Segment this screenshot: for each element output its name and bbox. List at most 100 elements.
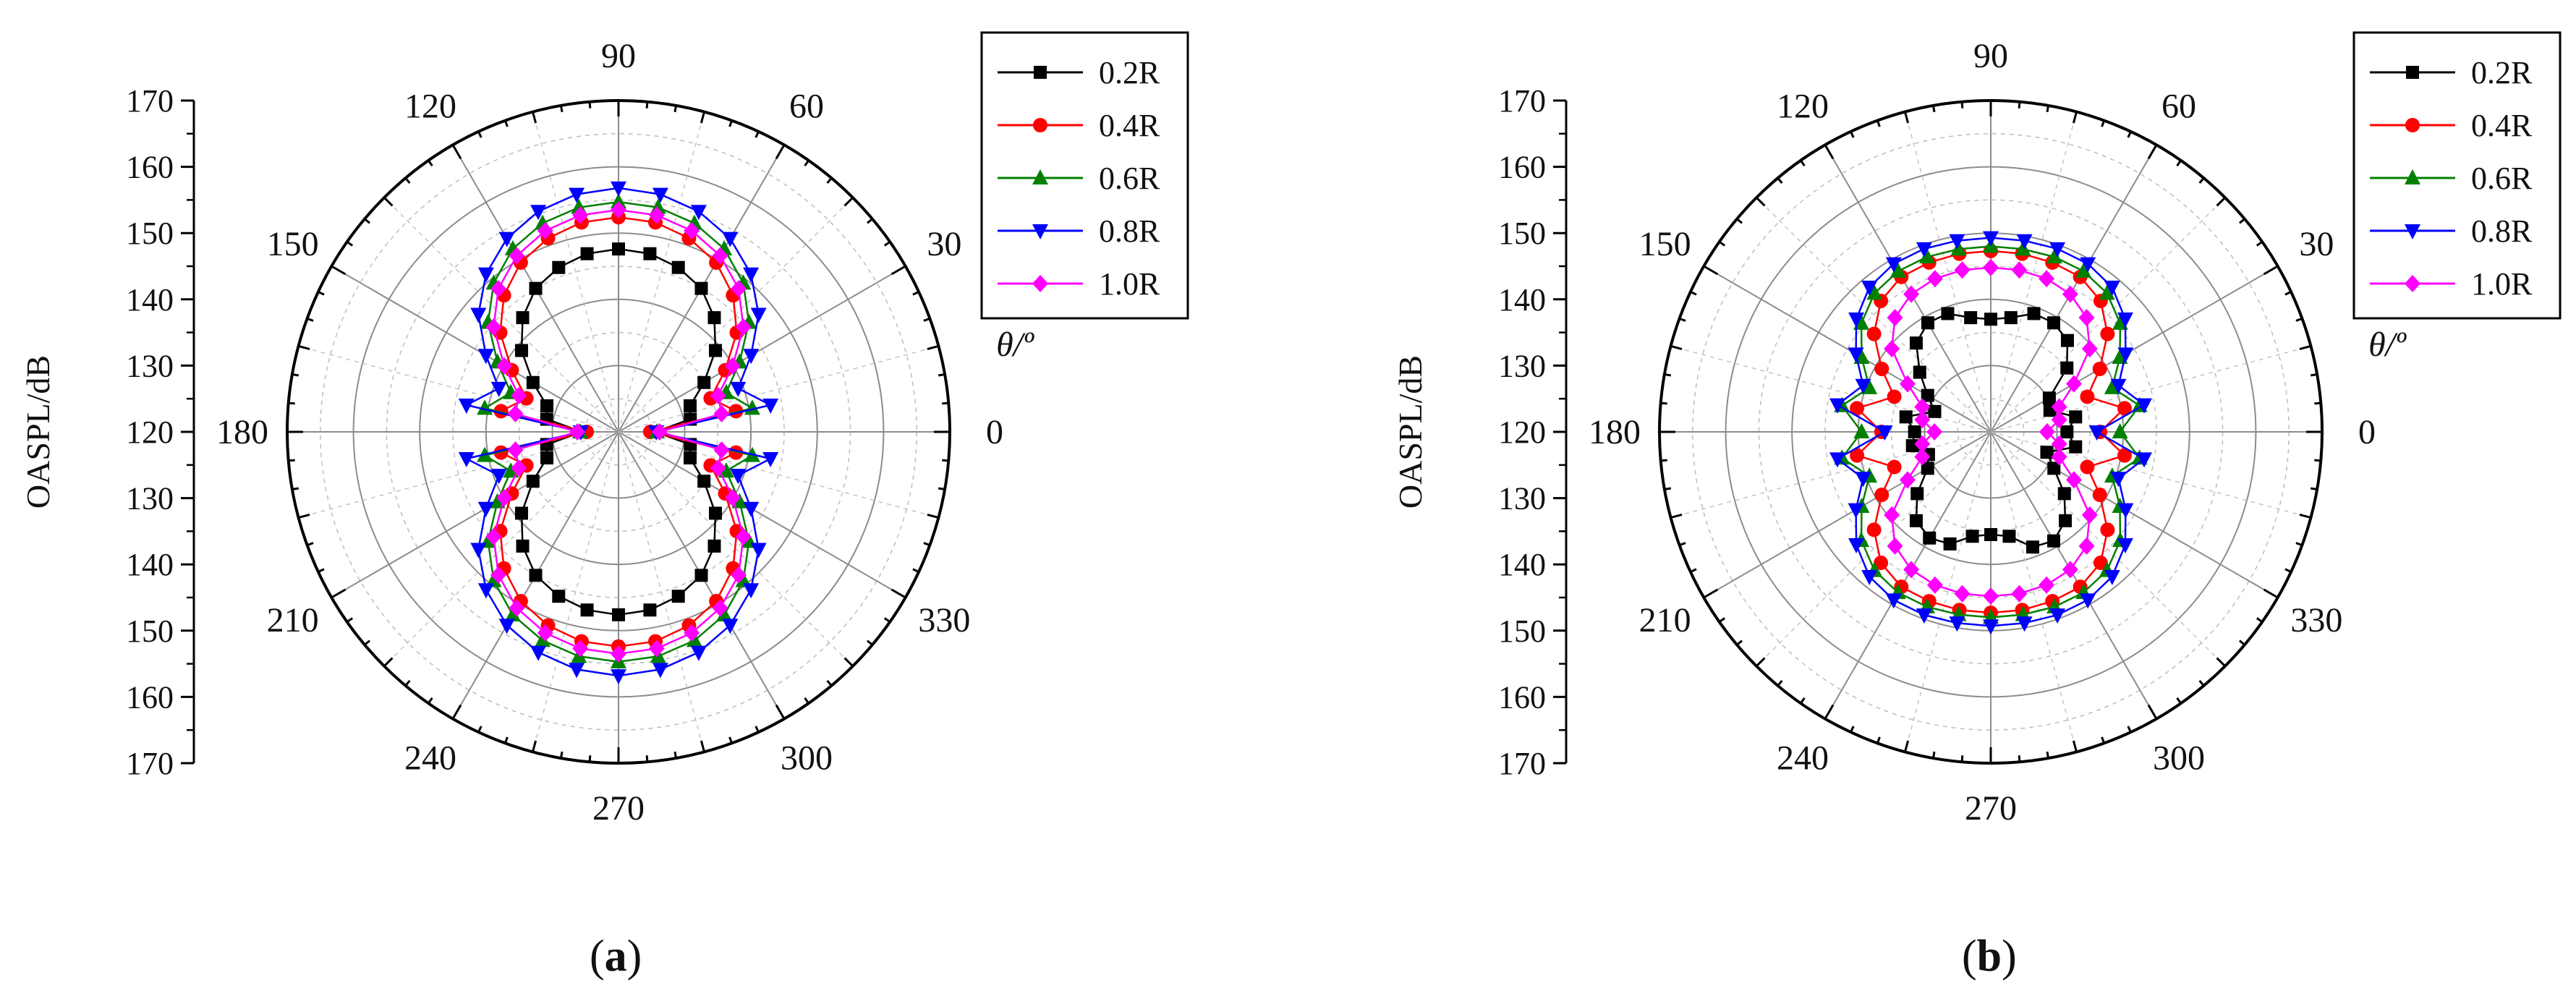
angular-tick-mark [307,542,314,547]
data-point-1.0R [485,318,502,336]
radial-tick-label: 160 [1498,679,1546,715]
panel-label-letter: b [1977,932,2002,981]
angular-tick-mark [1777,177,1783,184]
data-point-0.8R [470,543,487,558]
data-point-1.0R [1884,340,1900,358]
data-point-0.2R [707,311,721,325]
angle-label-210: 210 [1639,601,1691,639]
angular-tick-mark [428,159,433,167]
angle-label-0: 0 [986,413,1003,451]
grid-spoke-major [1990,431,2157,720]
angular-tick-mark [477,726,483,733]
angular-tick-mark [2263,265,2279,276]
data-point-0.2R [2060,333,2074,347]
data-point-1.0R [507,404,524,422]
legend-label-0.6R: 0.6R [1099,161,1160,196]
data-point-0.4R [2092,488,2107,503]
data-point-1.0R [731,280,747,298]
data-point-0.2R [516,311,530,325]
data-point-0.8R [2117,503,2134,519]
data-point-0.8R [652,187,668,203]
angular-tick-mark [2299,513,2311,519]
data-point-0.8R [1829,452,1846,468]
angular-tick-mark [1664,487,1672,491]
data-point-0.2R [2047,534,2061,548]
data-point-0.8R [2080,257,2096,273]
grid-spoke-minor [1904,431,1991,752]
data-point-1.0R [1914,435,1931,453]
radial-tick-label: 160 [126,150,174,185]
data-point-0.8R [569,187,585,203]
data-point-1.0R [485,527,502,545]
data-point-1.0R [684,221,700,239]
data-point-0.8R [530,205,547,221]
angle-label-60: 60 [789,88,824,126]
data-point-0.8R [2117,312,2133,328]
angular-tick-mark [383,197,394,207]
data-point-1.0R [537,221,553,239]
data-point-1.0R [1887,309,1903,327]
angular-tick-mark [1960,755,1964,762]
data-point-1.0R [1983,587,1999,605]
angular-tick-mark [1850,131,1855,138]
grid-spoke-minor [298,345,619,433]
data-point-0.8R [690,205,707,221]
radial-tick-label: 140 [1498,282,1546,318]
angular-tick-mark [2314,401,2321,405]
data-point-0.8R [1848,347,1864,363]
data-point-1.0R [724,357,741,375]
data-point-0.8R [1949,234,1965,250]
data-point-1.0R [2078,309,2095,327]
data-point-1.0R [537,624,553,642]
angular-tick-mark [700,740,705,752]
data-point-0.2R [2040,446,2054,459]
data-point-0.2R [683,451,697,465]
data-point-1.0R [735,527,752,545]
grid-spoke-minor [532,111,619,433]
data-point-1.0R [2051,435,2067,453]
data-point-1.0R [1983,258,1999,276]
radial-tick-label: 140 [126,547,174,582]
angular-tick-mark [1876,736,1881,744]
data-point-1.0R [509,247,525,265]
angular-tick-mark [890,265,906,276]
data-point-0.2R [1909,336,1923,350]
data-point-1.0R [572,206,589,224]
data-point-0.8R [762,398,779,414]
data-point-0.2R [1899,410,1913,424]
legend-marker-0.8R [1032,224,1048,239]
legend-label-1.0R: 1.0R [2471,266,2533,302]
legend-marker-0.4R [1033,118,1047,132]
data-point-0.4R [1887,459,1902,475]
angle-label-210: 210 [267,601,319,639]
data-point-0.8R [2088,425,2105,441]
data-point-1.0R [2011,584,2028,603]
angular-tick-mark [826,177,833,184]
data-point-0.2R [514,506,528,520]
data-point-0.2R [1984,313,1997,326]
angular-tick-mark [775,704,786,720]
angular-tick-mark [890,588,906,599]
data-point-0.8R [1983,231,1999,247]
angular-tick-mark [912,568,919,573]
data-point-1.0R [572,639,589,658]
angular-axis-label: θ/º [996,326,1034,364]
data-point-0.6R [686,632,702,647]
data-point-0.8R [458,452,475,468]
angular-tick-mark [288,401,295,405]
angular-tick-mark [942,401,949,405]
data-point-0.2R [1943,537,1957,550]
angular-tick-mark [1824,144,1835,160]
data-point-1.0R [511,459,527,477]
angular-tick-mark [477,131,483,138]
data-point-0.2R [526,375,540,389]
data-point-0.2R [2047,316,2061,330]
data-point-0.2R [697,375,711,389]
legend-marker-0.6R [2405,169,2420,184]
angular-tick-mark [866,218,873,224]
angular-tick-mark [298,345,310,351]
data-point-0.8R [2016,616,2033,632]
data-point-1.0R [1903,285,1920,303]
angular-tick-mark [318,291,325,296]
angular-tick-mark [503,120,509,127]
